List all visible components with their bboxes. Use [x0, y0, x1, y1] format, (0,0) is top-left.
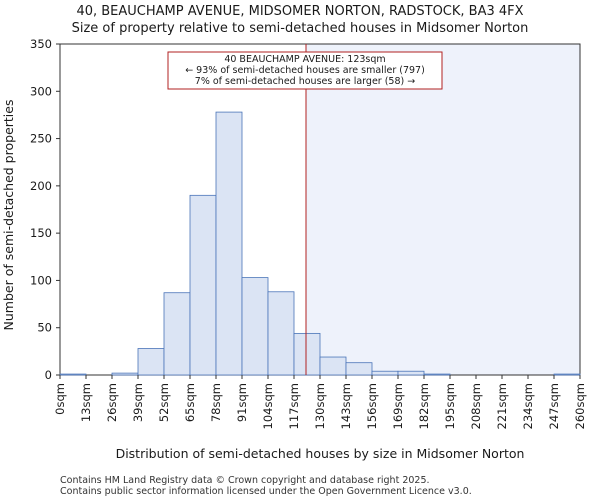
- x-tick-label: 208sqm: [469, 383, 483, 429]
- chart-title: 40, BEAUCHAMP AVENUE, MIDSOMER NORTON, R…: [76, 4, 523, 19]
- annotation-line-1: 40 BEAUCHAMP AVENUE: 123sqm: [224, 54, 385, 65]
- x-tick-label: 104sqm: [261, 383, 275, 429]
- histogram-bar: [215, 111, 243, 376]
- annotation-frame: [167, 51, 443, 90]
- x-tick-label: 195sqm: [443, 383, 457, 429]
- x-tick-label: 39sqm: [131, 383, 145, 422]
- x-tick-label: 13sqm: [79, 383, 93, 422]
- x-tick-label: 65sqm: [183, 383, 197, 422]
- histogram-bar: [189, 194, 217, 376]
- larger-shade-rect: [306, 44, 580, 375]
- x-tick-label: 78sqm: [209, 383, 223, 422]
- x-axis-label: Distribution of semi-detached houses by …: [116, 446, 525, 461]
- x-tick-label: 143sqm: [339, 383, 353, 429]
- bars: [59, 111, 581, 376]
- y-tick-labels: 0 50 100 150 200 250 300 350: [30, 37, 60, 382]
- x-tick-labels: 0sqm 13sqm 26sqm 39sqm 52sqm 65sqm 78sqm 91sqm 1…: [53, 375, 587, 429]
- larger-region-shade: [306, 44, 580, 375]
- histogram-bar: [345, 362, 373, 376]
- y-tick-label: 0: [45, 368, 52, 382]
- histogram-bar: [293, 332, 321, 376]
- annotation-line-3: 7% of semi-detached houses are larger (5…: [195, 76, 415, 87]
- y-tick-label: 250: [30, 132, 52, 146]
- histogram-bar: [397, 370, 425, 376]
- histogram-bar: [163, 292, 191, 376]
- x-tick-label: 117sqm: [287, 383, 301, 429]
- x-tick-label: 0sqm: [53, 383, 67, 415]
- histogram-bar: [319, 356, 347, 376]
- chart-subtitle: Size of property relative to semi-detach…: [72, 21, 529, 36]
- histogram-bar: [553, 373, 581, 376]
- histogram-bar: [111, 372, 139, 376]
- y-tick-label: 300: [30, 84, 52, 98]
- x-tick-label: 169sqm: [391, 383, 405, 429]
- histogram-bar: [241, 277, 269, 376]
- histogram-bar: [59, 373, 87, 376]
- y-tick-label: 150: [30, 226, 52, 240]
- histogram-bar: [371, 370, 399, 376]
- footer-line-1: Contains HM Land Registry data © Crown c…: [60, 475, 430, 486]
- x-tick-label: 26sqm: [105, 383, 119, 422]
- x-tick-label: 221sqm: [495, 383, 509, 429]
- y-tick-label: 100: [30, 273, 52, 287]
- x-tick-label: 234sqm: [521, 383, 535, 429]
- x-tick-label: 130sqm: [313, 383, 327, 429]
- x-tick-label: 91sqm: [235, 383, 249, 422]
- y-axis-label: Number of semi-detached properties: [1, 100, 16, 331]
- y-tick-label: 200: [30, 179, 52, 193]
- histogram-bar: [423, 373, 451, 376]
- x-tick-label: 156sqm: [365, 383, 379, 429]
- x-tick-label: 260sqm: [573, 383, 587, 429]
- footer-line-2: Contains public sector information licen…: [60, 486, 472, 497]
- y-tick-label: 350: [30, 37, 52, 51]
- x-tick-label: 247sqm: [547, 383, 561, 429]
- histogram-bar: [137, 348, 165, 376]
- annotation-line-2: ← 93% of semi-detached houses are smalle…: [185, 65, 425, 76]
- x-tick-label: 182sqm: [417, 383, 431, 429]
- x-tick-label: 52sqm: [157, 383, 171, 422]
- annotation-box: 40 BEAUCHAMP AVENUE: 123sqm ← 93% of sem…: [167, 51, 443, 90]
- y-tick-label: 50: [37, 321, 52, 335]
- histogram-bar: [267, 291, 295, 376]
